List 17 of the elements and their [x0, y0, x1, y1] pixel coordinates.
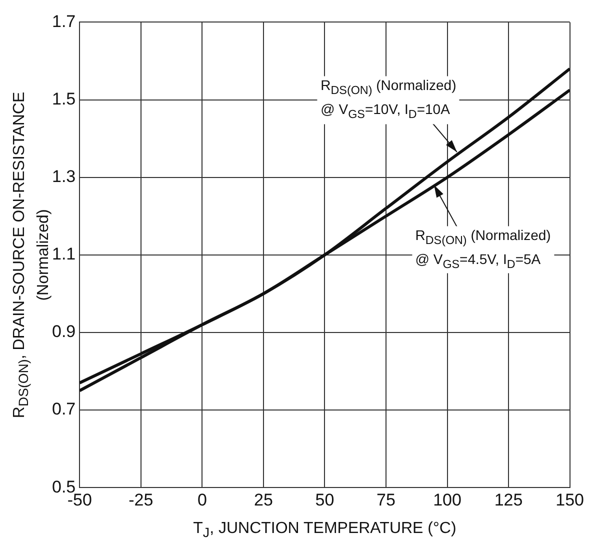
y-tick-label: 1.5: [52, 89, 76, 108]
x-tick-label: 25: [254, 490, 273, 510]
x-tick-label: 150: [556, 490, 584, 510]
text: R$_{DS(ON)}$ (Normalized) @ V$_{GS}$=4.5V, I$_{D}$=5A: [415, 226, 551, 271]
x-tick-label: 100: [433, 490, 462, 510]
y-tick-label: 1.1: [52, 244, 76, 264]
x-tick-label: 125: [494, 490, 523, 510]
x-axis-title: T$_{J}$, JUNCTION TEMPERATURE (°C): [192, 520, 458, 540]
y-tick-label: 0.9: [52, 322, 76, 342]
x-tick-label: 75: [376, 490, 396, 510]
x-tick-label: -25: [128, 490, 154, 510]
x-tick-label: 50: [315, 490, 334, 510]
text: R$_{DS(ON)}$ (Normalized) @ V$_{GS}$=10V, I$_{D}$=10A: [320, 77, 456, 121]
y-tick-label: 1.7: [52, 12, 76, 31]
x-tick-label: 0: [197, 490, 207, 510]
y-tick-label: 1.3: [52, 167, 76, 186]
y-tick-label: 0.7: [52, 400, 76, 419]
